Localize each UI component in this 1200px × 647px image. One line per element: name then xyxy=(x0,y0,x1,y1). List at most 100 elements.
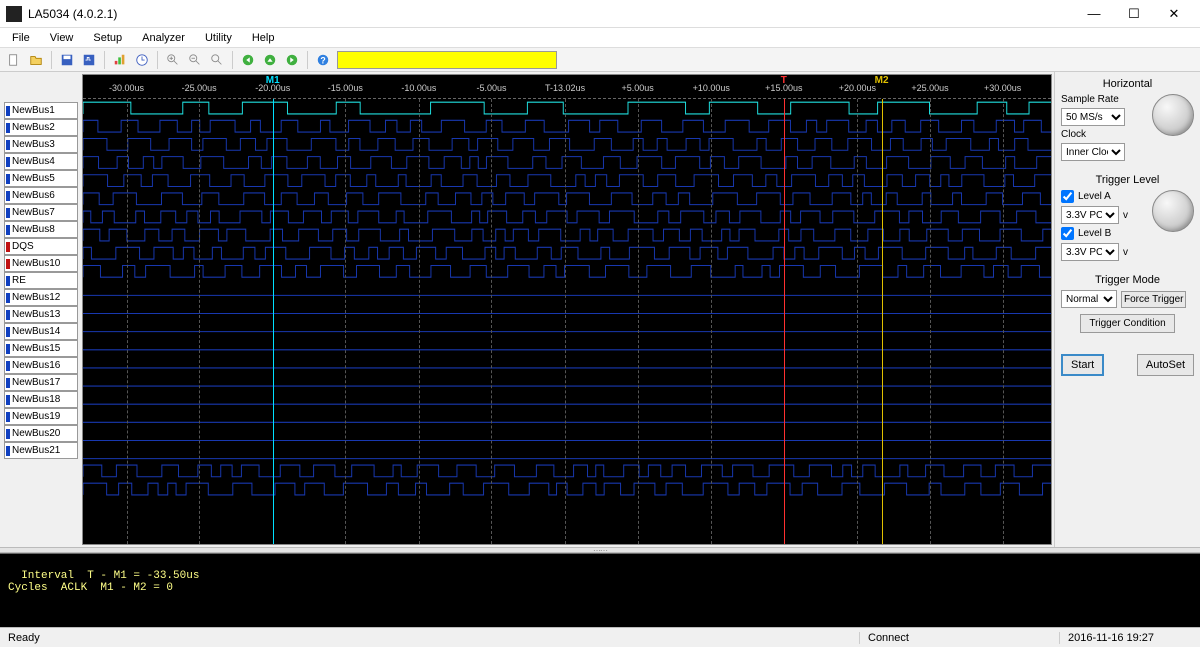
channel-color-icon xyxy=(6,225,10,235)
sample-rate-select[interactable]: 50 MS/s xyxy=(1061,108,1125,126)
channel-color-icon xyxy=(6,174,10,184)
channel-label: NewBus12 xyxy=(12,292,60,303)
channel-color-icon xyxy=(6,429,10,439)
status-datetime: 2016-11-16 19:27 xyxy=(1060,632,1200,644)
menu-view[interactable]: View xyxy=(42,30,82,46)
channel-row[interactable]: NewBus10 xyxy=(4,255,78,272)
cursor-m2[interactable] xyxy=(882,99,883,544)
time-tick: -10.00us xyxy=(401,75,436,93)
channel-row[interactable]: NewBus21 xyxy=(4,442,78,459)
channel-row[interactable]: NewBus7 xyxy=(4,204,78,221)
help-icon[interactable]: ? xyxy=(313,50,333,70)
save-waveform-icon[interactable] xyxy=(79,50,99,70)
channel-list: NewBus1NewBus2NewBus3NewBus4NewBus5NewBu… xyxy=(0,72,80,547)
channel-row[interactable]: NewBus13 xyxy=(4,306,78,323)
zoom-fit-icon[interactable] xyxy=(207,50,227,70)
nav-up-icon[interactable] xyxy=(260,50,280,70)
time-tick: -30.00us xyxy=(109,75,144,93)
trigger-level-knob[interactable] xyxy=(1152,190,1194,232)
channel-row[interactable]: NewBus2 xyxy=(4,119,78,136)
minimize-button[interactable]: — xyxy=(1074,0,1114,28)
menu-help[interactable]: Help xyxy=(244,30,283,46)
menu-file[interactable]: File xyxy=(4,30,38,46)
channel-label: NewBus1 xyxy=(12,105,55,116)
channel-row[interactable]: NewBus18 xyxy=(4,391,78,408)
right-panel: Horizontal Sample Rate 50 MS/s Clock Inn… xyxy=(1054,72,1200,547)
open-file-icon[interactable] xyxy=(26,50,46,70)
channel-color-icon xyxy=(6,327,10,337)
channel-row[interactable]: RE xyxy=(4,272,78,289)
marker-t[interactable]: T xyxy=(781,75,787,86)
autoset-button[interactable]: AutoSet xyxy=(1137,354,1194,376)
channel-row[interactable]: NewBus16 xyxy=(4,357,78,374)
level-b-select[interactable]: 3.3V PCI (1 xyxy=(1061,243,1119,261)
clock-icon[interactable] xyxy=(132,50,152,70)
waveform-canvas[interactable]: -30.00us-25.00us-20.00us-15.00us-10.00us… xyxy=(82,74,1052,545)
close-button[interactable]: ✕ xyxy=(1154,0,1194,28)
channel-color-icon xyxy=(6,446,10,456)
channel-row[interactable]: NewBus4 xyxy=(4,153,78,170)
level-a-select[interactable]: 3.3V PCI (1 xyxy=(1061,206,1119,224)
cursor-m1[interactable] xyxy=(273,99,274,544)
clock-select[interactable]: Inner Clock xyxy=(1061,143,1125,161)
channel-row[interactable]: NewBus12 xyxy=(4,289,78,306)
channel-color-icon xyxy=(6,395,10,405)
channel-label: DQS xyxy=(12,241,34,252)
channel-label: NewBus19 xyxy=(12,411,60,422)
channel-row[interactable]: NewBus3 xyxy=(4,136,78,153)
zoom-out-icon[interactable] xyxy=(185,50,205,70)
menu-setup[interactable]: Setup xyxy=(85,30,130,46)
channel-row[interactable]: NewBus6 xyxy=(4,187,78,204)
channel-row[interactable]: NewBus8 xyxy=(4,221,78,238)
bars-icon[interactable] xyxy=(110,50,130,70)
info-panel: Interval T - M1 = -33.50us Cycles ACLK M… xyxy=(0,553,1200,627)
level-a-label: Level A xyxy=(1078,191,1111,202)
zoom-in-icon[interactable] xyxy=(163,50,183,70)
time-tick: -15.00us xyxy=(328,75,363,93)
channel-row[interactable]: NewBus17 xyxy=(4,374,78,391)
channel-row[interactable]: NewBus1 xyxy=(4,102,78,119)
channel-row[interactable]: NewBus19 xyxy=(4,408,78,425)
channel-color-icon xyxy=(6,276,10,286)
channel-label: NewBus3 xyxy=(12,139,55,150)
channel-label: NewBus14 xyxy=(12,326,60,337)
address-box[interactable] xyxy=(337,51,557,69)
volt-suffix-a: v xyxy=(1123,210,1128,221)
statusbar: Ready Connect 2016-11-16 19:27 xyxy=(0,627,1200,647)
new-file-icon[interactable] xyxy=(4,50,24,70)
nav-back-icon[interactable] xyxy=(238,50,258,70)
time-tick: +5.00us xyxy=(622,75,654,93)
trigger-condition-button[interactable]: Trigger Condition xyxy=(1080,314,1174,333)
channel-color-icon xyxy=(6,344,10,354)
info-text: Interval T - M1 = -33.50us Cycles ACLK M… xyxy=(8,570,199,594)
menu-analyzer[interactable]: Analyzer xyxy=(134,30,193,46)
channel-row[interactable]: NewBus14 xyxy=(4,323,78,340)
channel-row[interactable]: NewBus20 xyxy=(4,425,78,442)
trigger-mode-select[interactable]: Normal xyxy=(1061,290,1117,308)
level-a-checkbox[interactable] xyxy=(1061,190,1074,203)
channel-row[interactable]: NewBus15 xyxy=(4,340,78,357)
waveform-container: -30.00us-25.00us-20.00us-15.00us-10.00us… xyxy=(80,72,1054,547)
channel-row[interactable]: NewBus5 xyxy=(4,170,78,187)
marker-m2[interactable]: M2 xyxy=(875,75,889,86)
channel-label: NewBus20 xyxy=(12,428,60,439)
nav-forward-icon[interactable] xyxy=(282,50,302,70)
channel-color-icon xyxy=(6,191,10,201)
force-trigger-button[interactable]: Force Trigger xyxy=(1121,291,1186,308)
start-button[interactable]: Start xyxy=(1061,354,1104,376)
marker-m1[interactable]: M1 xyxy=(266,75,280,86)
horizontal-title: Horizontal xyxy=(1061,78,1194,90)
cursor-t[interactable] xyxy=(784,99,785,544)
time-tick: +30.00us xyxy=(984,75,1021,93)
time-tick: +10.00us xyxy=(693,75,730,93)
trigger-mode-section: Trigger Mode Normal Force Trigger Trigge… xyxy=(1061,274,1194,336)
save-icon[interactable] xyxy=(57,50,77,70)
horizontal-knob[interactable] xyxy=(1152,94,1194,136)
channel-row[interactable]: DQS xyxy=(4,238,78,255)
menu-utility[interactable]: Utility xyxy=(197,30,240,46)
level-b-checkbox[interactable] xyxy=(1061,227,1074,240)
channel-label: NewBus8 xyxy=(12,224,55,235)
status-connect: Connect xyxy=(860,632,1060,644)
channel-label: NewBus10 xyxy=(12,258,60,269)
maximize-button[interactable]: ☐ xyxy=(1114,0,1154,28)
